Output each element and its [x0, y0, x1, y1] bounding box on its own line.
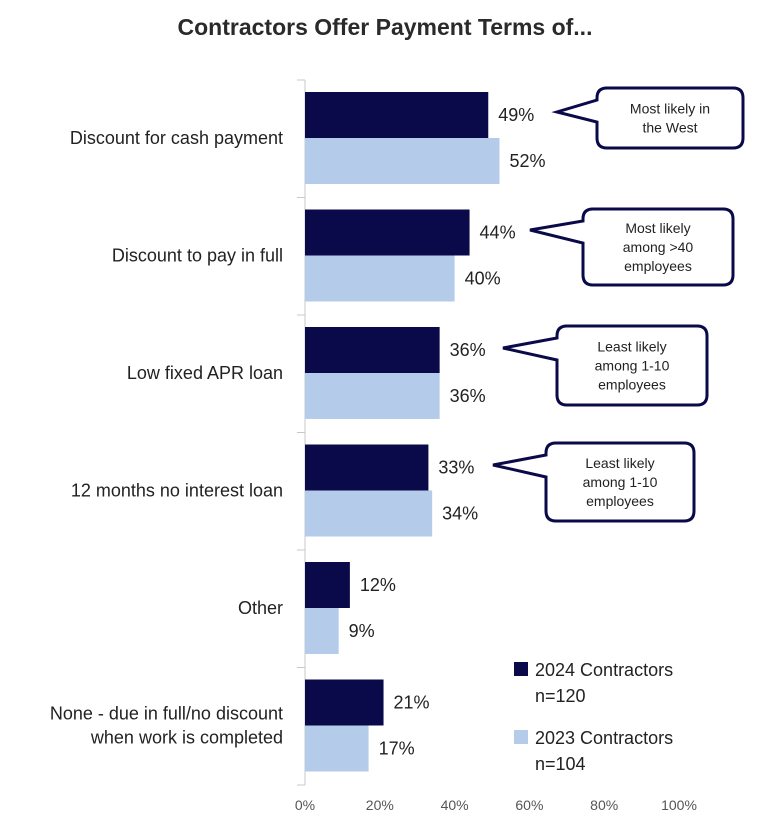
x-tick-label: 40%	[441, 797, 469, 813]
category-label: None - due in full/no discount when work …	[50, 704, 283, 748]
legend-label: 2023 Contractors n=104	[535, 728, 673, 774]
category-label: Low fixed APR loan	[127, 363, 283, 383]
bar-2023	[305, 608, 339, 654]
legend-swatch	[514, 662, 528, 676]
chart-title: Contractors Offer Payment Terms of...	[177, 14, 593, 40]
category-label: Discount for cash payment	[70, 128, 283, 148]
value-label: 34%	[442, 504, 478, 524]
category-label: 12 months no interest loan	[71, 481, 283, 501]
callout-text: Least likely among 1-10 employees	[583, 455, 658, 509]
value-label: 40%	[465, 269, 501, 289]
value-label: 21%	[394, 693, 430, 713]
x-tick-label: 80%	[590, 797, 618, 813]
x-tick-label: 0%	[295, 797, 315, 813]
value-label: 49%	[498, 105, 534, 125]
value-label: 9%	[349, 621, 375, 641]
callout-text: Most likely among >40 employees	[623, 220, 694, 274]
value-label: 36%	[450, 340, 486, 360]
value-label: 17%	[379, 739, 415, 759]
bar-2023	[305, 490, 433, 537]
bar-2023	[305, 255, 455, 302]
bar-2023	[305, 725, 369, 772]
x-tick-label: 100%	[661, 797, 697, 813]
value-label: 12%	[360, 575, 396, 595]
category-label: Other	[238, 598, 283, 618]
x-tick-label: 20%	[366, 797, 394, 813]
value-label: 52%	[509, 151, 545, 171]
callout-bubble	[529, 207, 735, 287]
callout-bubble	[551, 86, 745, 150]
callout-bubble	[492, 441, 696, 523]
value-label: 44%	[480, 223, 516, 243]
bar-2024	[305, 562, 350, 608]
bar-2024	[305, 209, 470, 256]
value-label: 36%	[450, 386, 486, 406]
callout-bubble	[502, 324, 709, 407]
legend-swatch	[514, 730, 528, 744]
callout-text: Least likely among 1-10 employees	[595, 339, 670, 393]
category-label: Discount to pay in full	[112, 246, 283, 266]
callout-text: Most likely in the West	[630, 101, 710, 136]
bar-2024	[305, 92, 489, 138]
x-tick-label: 60%	[515, 797, 543, 813]
bar-2024	[305, 444, 429, 491]
legend-label: 2024 Contractors n=120	[535, 660, 673, 706]
bar-2024	[305, 327, 440, 373]
bar-2024	[305, 679, 384, 726]
bar-2023	[305, 373, 440, 419]
bar-2023	[305, 138, 500, 184]
value-label: 33%	[438, 458, 474, 478]
